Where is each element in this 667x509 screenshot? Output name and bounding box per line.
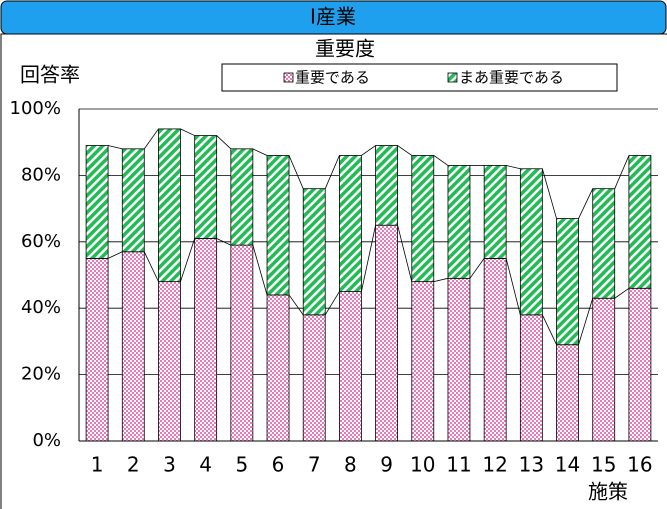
y-tick-label: 100%	[10, 98, 61, 119]
chart-frame	[0, 33, 667, 509]
legend-swatch	[447, 72, 458, 83]
series-line	[288, 155, 304, 189]
series-line	[180, 128, 195, 136]
bar-segment	[375, 224, 398, 442]
series-line	[469, 258, 485, 279]
bar-segment	[266, 294, 290, 442]
series-line	[324, 291, 340, 316]
bar-segment	[158, 281, 181, 442]
bar-segment	[483, 257, 507, 442]
x-tick-label: 7	[308, 453, 321, 477]
series-line	[143, 128, 159, 150]
bar-segment	[230, 244, 254, 442]
x-tick-label: 6	[272, 453, 285, 477]
x-tick-label: 1	[91, 453, 104, 477]
series-line	[433, 155, 449, 166]
legend-label: まあ重要である	[459, 69, 564, 87]
series-line	[108, 145, 123, 150]
bar-segment	[519, 314, 543, 442]
bar-segment	[556, 218, 579, 346]
y-tick-label: 40%	[21, 297, 61, 318]
series-line	[614, 287, 630, 299]
y-tick-label: 0%	[32, 430, 61, 451]
series-line	[541, 314, 557, 345]
bar-segment	[158, 128, 181, 283]
x-tick-label: 14	[555, 453, 580, 477]
bar-segment	[483, 165, 507, 259]
bar-segment	[447, 165, 471, 279]
x-axis-title: 施策	[588, 480, 628, 504]
bar-segment	[592, 297, 616, 442]
y-axis-title: 回答率	[20, 63, 80, 87]
series-line	[578, 298, 594, 345]
bar-segment	[339, 155, 362, 292]
bar-segment	[628, 155, 652, 289]
x-tick-label: 3	[163, 453, 176, 477]
x-tick-label: 11	[446, 453, 471, 477]
bar-segment	[266, 155, 290, 296]
bar-segment	[194, 238, 218, 442]
x-tick-label: 8	[344, 453, 357, 477]
bar-segment	[85, 257, 109, 442]
bar-segment	[556, 344, 579, 442]
bar-segment	[194, 135, 218, 239]
bar-segment	[230, 148, 254, 246]
series-line	[397, 145, 413, 156]
x-tick-label: 2	[127, 453, 140, 477]
bar-segment	[411, 281, 435, 442]
x-tick-label: 9	[380, 453, 393, 477]
series-line	[397, 225, 413, 282]
series-line	[541, 168, 557, 219]
series-line	[288, 294, 304, 316]
series-line	[252, 245, 268, 296]
bar-segment	[302, 188, 326, 316]
series-line	[252, 148, 268, 156]
legend-label: 重要である	[295, 69, 370, 87]
bar-segment	[375, 145, 398, 226]
y-tick-label: 80%	[21, 164, 61, 185]
x-tick-label: 16	[627, 453, 652, 477]
series-line	[433, 277, 449, 283]
series-line	[614, 155, 630, 189]
bar-segment	[447, 277, 471, 442]
bar-segment	[85, 145, 109, 259]
bar-segment	[628, 287, 652, 442]
legend-swatch	[283, 72, 294, 83]
bar-segment	[411, 155, 435, 283]
x-tick-label: 15	[591, 453, 616, 477]
x-tick-label: 10	[410, 453, 435, 477]
x-tick-label: 12	[482, 453, 507, 477]
series-line	[107, 251, 123, 259]
series-line	[361, 145, 376, 156]
bar-segment	[339, 291, 362, 442]
chart-title: Ⅰ産業	[310, 5, 356, 29]
y-tick-label: 60%	[21, 231, 61, 252]
x-tick-label: 5	[235, 453, 248, 477]
series-line	[180, 238, 196, 282]
bar-segment	[121, 251, 145, 442]
series-line	[506, 165, 521, 170]
series-line	[216, 238, 232, 246]
bar-segment	[121, 148, 145, 253]
series-line	[216, 135, 232, 150]
y-tick-label: 20%	[21, 364, 61, 385]
series-line	[505, 258, 521, 315]
series-line	[578, 188, 594, 219]
series-line	[143, 251, 159, 282]
series-line	[324, 155, 340, 189]
legend-title: 重要度	[315, 37, 375, 61]
bar-segment	[592, 188, 616, 299]
bar-segment	[519, 168, 543, 316]
x-tick-label: 13	[519, 453, 544, 477]
bar-segment	[302, 314, 326, 442]
x-tick-label: 4	[199, 453, 212, 477]
series-line	[361, 225, 376, 292]
